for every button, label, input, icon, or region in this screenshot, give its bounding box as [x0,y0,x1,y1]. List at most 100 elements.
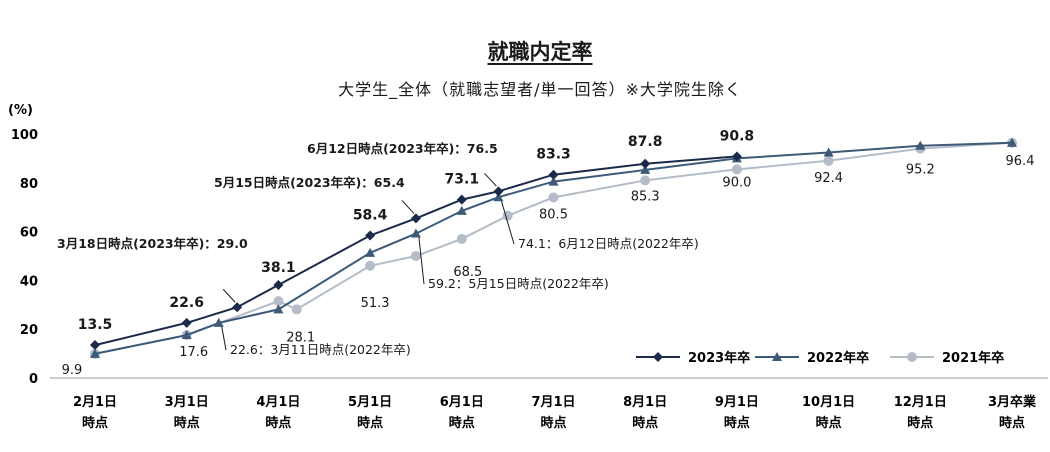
data-label: 6月12日時点(2023年卒)：76.5 [307,141,498,156]
data-point [291,304,302,315]
legend-label: 2022年卒 [807,350,869,366]
x-tick-label: 時点 [999,415,1025,431]
label-leader-line [484,173,497,187]
data-point [548,169,559,180]
x-tick-label: 時点 [816,415,842,431]
data-label: 17.6 [179,345,208,360]
x-tick-label: 時点 [907,415,933,431]
y-tick-label: 80 [20,177,38,192]
data-point [273,296,284,307]
data-point [365,230,376,241]
data-point [213,317,224,327]
x-tick-label: 4月1日 [256,395,300,410]
data-label: 90.8 [720,128,755,144]
data-label: 83.3 [536,147,571,163]
data-point [456,205,467,215]
y-tick-label: 60 [20,226,38,241]
x-tick-label: 時点 [540,415,566,431]
x-tick-label: 12月1日 [894,395,947,410]
data-label: 51.3 [361,296,390,311]
data-label: 3月18日時点(2023年卒)：29.0 [57,236,248,251]
data-label: 87.8 [628,134,663,150]
x-tick-label: 時点 [724,415,750,431]
data-point [365,247,376,257]
data-label: 59.2：5月15日時点(2022年卒) [428,276,609,291]
data-point [731,164,742,175]
legend-label: 2021年卒 [942,350,1004,366]
x-tick-label: 3月卒業 [988,394,1037,410]
data-label: 38.1 [261,260,296,276]
legend-marker [907,352,917,362]
data-point [823,155,834,166]
x-tick-label: 9月1日 [715,395,759,410]
data-label: 28.1 [286,330,315,345]
data-point [823,147,834,157]
x-tick-label: 7月1日 [531,395,575,410]
data-label: 58.4 [353,208,388,224]
y-tick-label: 20 [20,323,38,338]
data-label: 74.1：6月12日時点(2022年卒) [518,236,699,251]
x-tick-label: 3月1日 [165,395,209,410]
x-tick-label: 時点 [449,415,475,431]
data-label: 9.9 [62,363,83,378]
x-tick-label: 時点 [632,415,658,431]
data-point [548,192,559,203]
data-label: 90.0 [722,175,751,190]
data-label: 80.5 [539,207,568,222]
y-tick-label: 0 [29,372,38,387]
label-leader-line [401,200,415,214]
data-point [273,280,284,291]
data-point [90,340,100,351]
data-label: 22.6 [169,295,204,311]
x-tick-label: 10月1日 [802,395,855,410]
data-point [410,251,421,261]
legend-label: 2023年卒 [688,350,750,366]
data-point [731,151,742,162]
y-tick-label: 100 [11,128,38,143]
data-point [1007,137,1017,147]
data-point [493,192,504,202]
data-point [502,210,513,221]
data-point [548,176,559,186]
data-point [915,140,926,150]
data-label: 96.4 [1006,154,1035,169]
x-tick-label: 6月1日 [440,395,484,410]
data-label: 5月15日時点(2023年卒)：65.4 [214,175,405,190]
label-leader-line [418,237,425,285]
label-leader-line [501,201,515,245]
data-point [181,330,192,340]
x-tick-label: 8月1日 [623,395,667,410]
x-tick-label: 時点 [174,415,200,431]
chart-title: 就職内定率 [487,40,593,64]
data-point [410,228,421,238]
data-point [456,233,467,244]
data-point [232,302,243,313]
y-tick-label: 40 [20,274,38,289]
data-point [640,175,651,186]
data-label: 85.3 [631,189,660,204]
x-tick-label: 2月1日 [73,395,117,410]
data-label: 95.2 [906,163,935,178]
data-point [181,317,192,328]
x-tick-label: 時点 [82,415,108,431]
data-label: 68.5 [453,265,482,280]
data-label: 22.6：3月11日時点(2022年卒) [230,342,411,357]
y-axis-unit: (%) [8,103,33,118]
chart-subtitle: 大学生_全体（就職志望者/単一回答）※大学院生除く [338,80,742,99]
data-point [273,304,284,314]
legend-marker [653,352,663,362]
data-point [493,186,504,197]
x-tick-label: 5月1日 [348,395,392,410]
data-point [640,158,651,169]
x-tick-label: 時点 [265,415,291,431]
data-label: 13.5 [78,317,113,333]
data-point [456,194,467,205]
label-leader-line [222,288,236,303]
data-label: 92.4 [814,171,843,186]
legend-marker [772,352,782,361]
data-point [90,348,100,358]
data-point [410,213,421,224]
x-tick-label: 時点 [357,415,383,431]
data-point [640,164,651,174]
